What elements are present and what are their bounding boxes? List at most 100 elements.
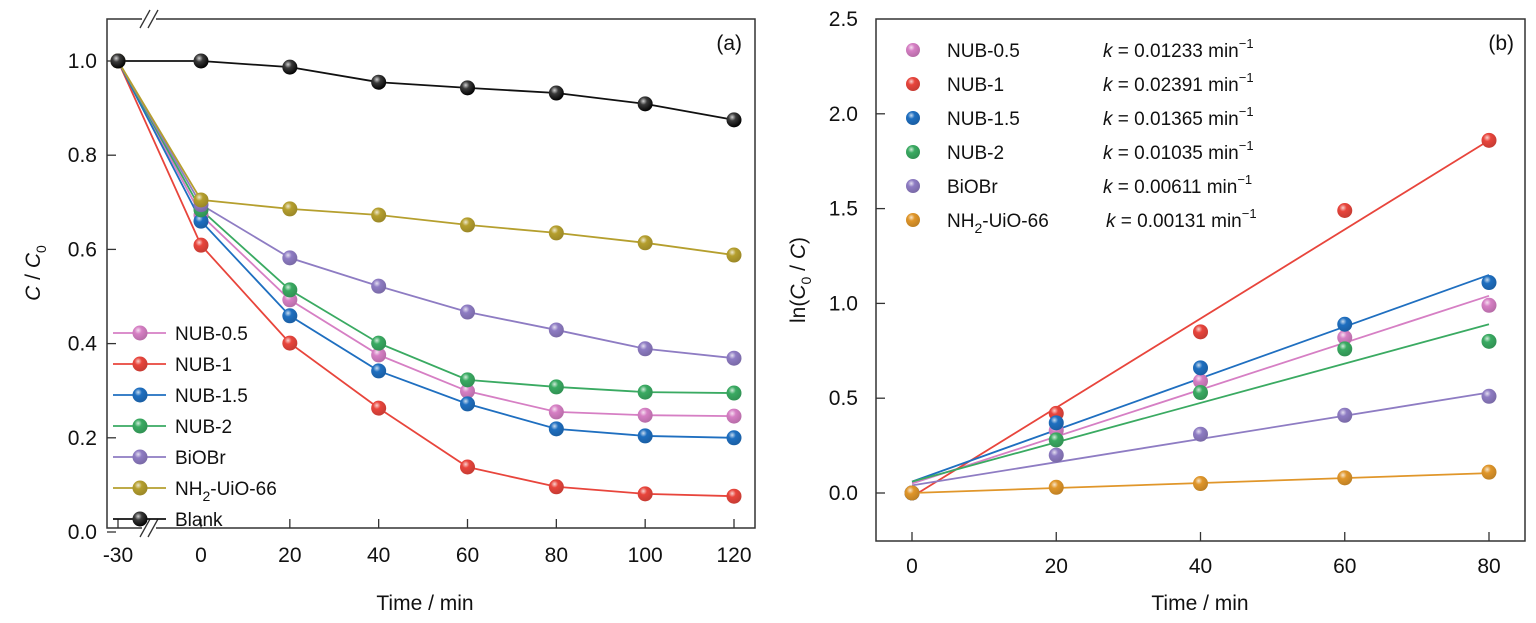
panel-a-series-lines xyxy=(117,60,735,498)
legend-label: NUB-1 xyxy=(175,355,232,376)
panel-b-point-nh2-uio-66 xyxy=(1048,479,1064,495)
panel-a-point-nub-1 xyxy=(548,479,564,495)
panel-a-point-nub-0-5 xyxy=(371,347,387,363)
panel-a-point-nub-1 xyxy=(371,400,387,416)
panel-a-point-blank xyxy=(460,80,475,96)
panel-a-point-biobr xyxy=(726,350,742,366)
legend-marker-swatch xyxy=(132,418,148,434)
panel-b-x-axis-title: Time / min xyxy=(1151,592,1248,615)
legend-rate-constant: k = 0.01365 min−1 xyxy=(1103,104,1254,130)
panel-a-y-tick-label: 0.6 xyxy=(68,238,97,261)
panel-b-point-nub-0-5 xyxy=(1193,373,1208,389)
panel-a-point-nub-1 xyxy=(726,488,742,504)
panel-b-label: (b) xyxy=(1488,32,1514,55)
panel-a-point-nub-2 xyxy=(548,379,564,395)
panel-b-point-biobr xyxy=(1481,388,1497,404)
panel-b-point-nub-2 xyxy=(1193,385,1208,401)
panel-b-legend-item: NUB-1 k = 0.02391 min−1 xyxy=(906,70,1254,96)
panel-a-axis-break-mark xyxy=(147,518,159,538)
panel-a-point-biobr xyxy=(548,322,564,338)
legend-label: BiOBr xyxy=(947,177,998,198)
panel-a-line-nub-0-5 xyxy=(117,60,735,418)
panel-a-legend-item: NUB-1.5 xyxy=(113,386,248,407)
panel-b-legend-item: NUB-2 k = 0.01035 min−1 xyxy=(906,138,1254,164)
panel-a-point-nub-0-5 xyxy=(460,383,475,399)
panel-b-point-nub-2 xyxy=(1048,432,1064,448)
panel-a-point-nub-1-5 xyxy=(282,308,298,324)
panel-a-point-biobr xyxy=(371,278,387,294)
panel-a-legend-item: NUB-1 xyxy=(113,355,232,376)
panel-b-point-nub-1 xyxy=(1193,324,1208,340)
legend-marker-swatch xyxy=(132,356,148,372)
panel-b-legend: NUB-0.5 k = 0.01233 min−1 NUB-1 k = 0.02391… xyxy=(906,36,1257,236)
panel-a-axis-break-gap xyxy=(142,13,156,25)
panel-a-series-points xyxy=(110,53,742,504)
panel-a-x-tick-label: 40 xyxy=(367,544,390,567)
panel-a-point-nh2-uio-66 xyxy=(460,217,475,233)
panel-a-line-blank xyxy=(118,60,735,121)
legend-label: NUB-1.5 xyxy=(175,386,248,407)
panel-a-line-biobr xyxy=(117,60,735,360)
legend-label: NH2-UiO-66 xyxy=(175,479,277,504)
panel-b-point-nub-1 xyxy=(1337,202,1353,218)
panel-b-legend-item: NUB-1.5 k = 0.01365 min−1 xyxy=(906,104,1254,130)
legend-label: NUB-0.5 xyxy=(947,41,1020,62)
panel-a-point-nh2-uio-66 xyxy=(193,192,209,208)
legend-marker-swatch xyxy=(906,213,920,227)
panel-b-legend-item: NH2-UiO-66 k = 0.00131 min−1 xyxy=(906,206,1257,236)
panel-b-y-tick-label: 1.5 xyxy=(829,198,858,221)
panel-b-x-tick-label: 80 xyxy=(1477,555,1500,578)
legend-rate-constant: k = 0.01035 min−1 xyxy=(1103,138,1254,164)
panel-b-fit-nub-1 xyxy=(911,139,1490,498)
panel-a-x-tick-label: 0 xyxy=(195,544,207,567)
panel-a-point-nub-0-5 xyxy=(637,407,653,423)
panel-a-legend: NUB-0.5 NUB-1 NUB-1.5 NUB-2 BiOBr NH2-UiO-66 B… xyxy=(113,324,277,531)
panel-b-x-tick-label: 0 xyxy=(906,555,918,578)
panel-a-legend-item: Blank xyxy=(113,510,223,531)
panel-a-point-nub-1 xyxy=(460,459,475,475)
panel-a-point-nub-1-5 xyxy=(460,396,475,412)
panel-b-point-biobr xyxy=(1337,407,1353,423)
legend-rate-constant: k = 0.00611 min−1 xyxy=(1103,172,1252,198)
panel-b-point-nub-0-5 xyxy=(1337,330,1353,346)
panel-a-x-tick-label: 80 xyxy=(545,544,568,567)
panel-a-point-nub-2 xyxy=(460,372,475,388)
panel-b-point-nub-1-5 xyxy=(1048,415,1064,431)
panel-b-point-nh2-uio-66 xyxy=(904,485,920,501)
panel-b-x-tick-label: 40 xyxy=(1189,555,1212,578)
panel-b-legend-item: NUB-0.5 k = 0.01233 min−1 xyxy=(906,36,1254,62)
panel-b-point-nub-1-5 xyxy=(1193,360,1208,376)
legend-marker-swatch xyxy=(906,77,920,91)
legend-label: NUB-0.5 xyxy=(175,324,248,345)
panel-a-point-nub-0-5 xyxy=(548,404,564,420)
panel-a-point-blank xyxy=(726,112,742,128)
panel-a-point-nh2-uio-66 xyxy=(548,225,564,241)
panel-a-point-nub-1-5 xyxy=(726,430,742,446)
legend-marker-swatch xyxy=(906,111,920,125)
panel-a-point-nub-1-5 xyxy=(637,428,653,444)
panel-a-axis-break-mark xyxy=(147,9,159,29)
legend-label: BiOBr xyxy=(175,448,226,469)
panel-a-y-tick-label: 0.4 xyxy=(68,333,98,356)
panel-a-legend-item: BiOBr xyxy=(113,448,226,469)
panel-a-x-tick-label: 60 xyxy=(456,544,479,567)
panel-b-point-biobr xyxy=(1048,447,1064,463)
panel-a-x-tick-label: 100 xyxy=(628,544,663,567)
panel-a-y-axis-title: C / C0 xyxy=(22,245,49,301)
panel-a-point-nub-1 xyxy=(637,486,653,502)
panel-b-y-axis-title: ln(C0 / C) xyxy=(787,237,814,323)
panel-a-point-blank xyxy=(282,59,298,75)
legend-rate-constant: k = 0.01233 min−1 xyxy=(1103,36,1254,62)
panel-a-point-nub-2 xyxy=(726,385,742,401)
panel-b-y-tick-label: 2.5 xyxy=(829,8,858,31)
panel-a-point-nub-1 xyxy=(193,237,209,253)
panel-b-y-tick-label: 1.0 xyxy=(829,292,858,315)
panel-a-label: (a) xyxy=(716,32,742,55)
panel-a-point-nub-1-5 xyxy=(548,421,564,437)
panel-b-first-order-plot: 0.0 0.5 1.0 1.5 2.0 2.5 0 20 40 60 80 NUB-0.5 k = 0… xyxy=(787,8,1526,615)
legend-label: NH2-UiO-66 xyxy=(947,211,1049,236)
panel-b-point-nub-1-5 xyxy=(1481,275,1497,291)
panel-b-series-points xyxy=(904,132,1497,501)
panel-a-y-tick-label: 1.0 xyxy=(68,50,97,73)
